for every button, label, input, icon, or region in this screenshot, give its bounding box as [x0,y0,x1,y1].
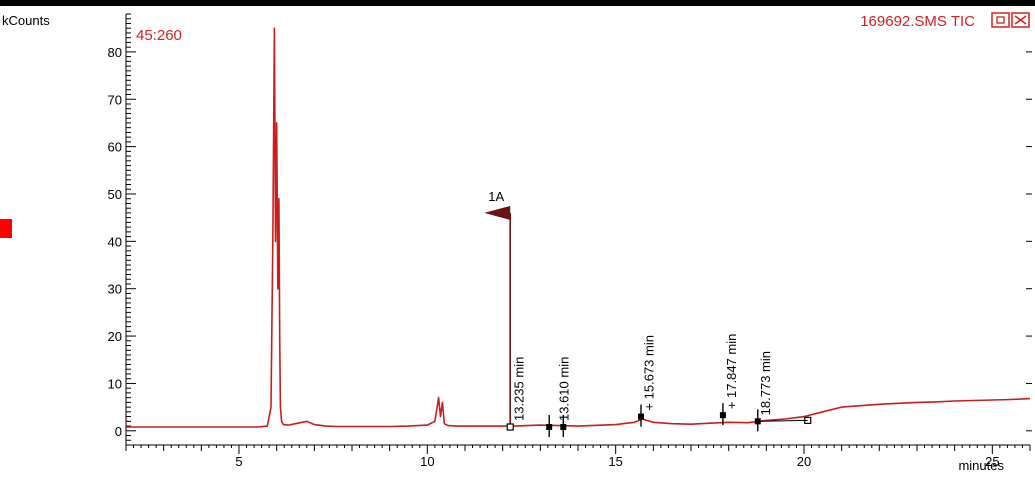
marker-point [719,412,726,419]
marker-point [560,424,567,431]
axes: 0 10 20 30 40 50 60 70 80 5 10 15 20 25 [108,13,1032,469]
annotations: 1A 13.235 min 13.610 min + 15.673 min + 17.8… [484,189,812,438]
x-axis-unit-label: minutes [958,458,1004,472]
trace-layer [126,27,1031,428]
marker-label: 13.610 min [557,357,572,421]
y-tick-label: 0 [115,424,122,439]
x-tick-label: 10 [420,454,434,469]
y-tick-label: 20 [108,329,122,344]
y-tick-label: 30 [108,282,122,297]
x-tick-label: 25 [985,454,999,469]
marker-point [546,424,553,431]
y-tick-label: 80 [108,45,122,60]
window-close-icon[interactable] [1011,12,1030,28]
y-tick-label: 40 [108,234,122,249]
flag-icon [484,205,511,220]
file-label: 169692.SMS TIC [860,13,975,30]
marker-point [506,423,514,431]
ion-label: 45:260 [136,27,182,44]
tic-trace [126,27,1031,428]
red-edge-marker [0,219,12,238]
x-tick-label: 15 [608,454,622,469]
top-frame-bar [0,0,1035,6]
marker-label: + 17.847 min [724,334,739,410]
flag-label: 1A [488,189,504,204]
marker-label: 13.235 min [511,357,526,421]
x-tick-label: 5 [235,454,242,469]
marker-point [638,413,645,420]
y-tick-label: 50 [108,187,122,202]
x-tick-label: 20 [797,454,811,469]
y-tick-label: 70 [108,92,122,107]
y-tick-label: 10 [108,376,122,391]
window-restore-icon[interactable] [991,12,1010,28]
y-axis-unit-label: kCounts [2,13,50,28]
baseline-connector [757,419,808,422]
y-tick-label: 60 [108,140,122,155]
marker-label: + 15.673 min [641,335,656,411]
marker-label: 18.773 min [758,351,773,415]
